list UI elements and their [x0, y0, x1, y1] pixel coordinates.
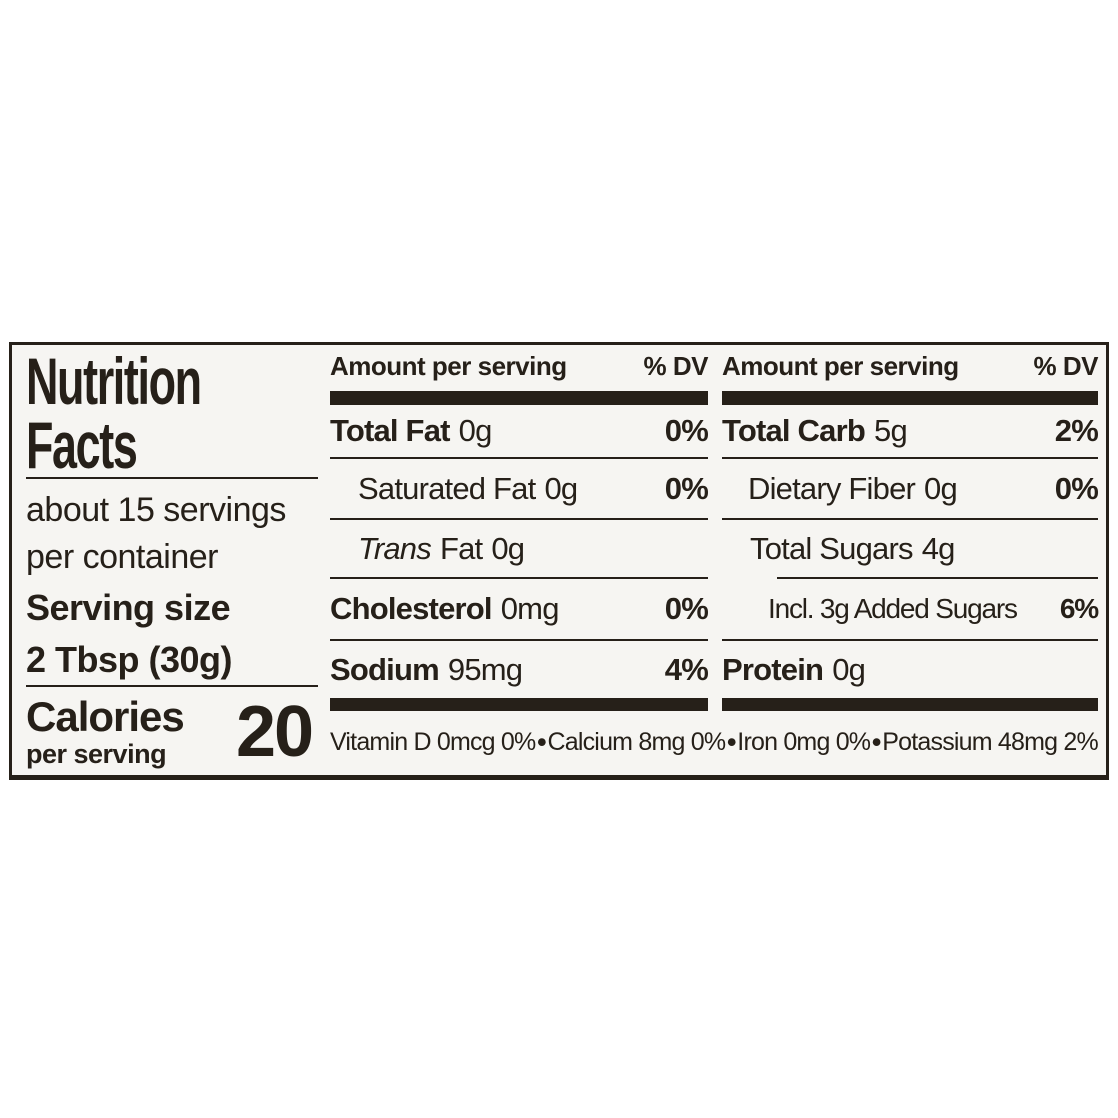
calories-heading: Calories [26, 693, 185, 740]
thick-separator-bar [330, 698, 708, 711]
row-divider [330, 577, 708, 579]
servings-per-container: about 15 servings per container [26, 487, 286, 581]
nutrient-dv: 6% [1059, 593, 1099, 624]
nutrient-amount: 95mg [447, 651, 523, 687]
calories-value: 20 [236, 692, 314, 772]
iron-value: Iron 0mg 0% [737, 728, 871, 756]
nutrient-amount: 0g [491, 530, 525, 566]
nutrient-name: Cholesterol [330, 591, 493, 626]
nutrient-name: Protein [722, 651, 824, 687]
calcium-value: Calcium 8mg 0% [547, 728, 727, 756]
nutrition-facts-label: Nutrition Facts about 15 servings per co… [9, 342, 1109, 780]
thick-separator-bar [330, 391, 708, 405]
amount-per-serving-header: Amount per serving [722, 351, 959, 381]
serving-size-value: 2 Tbsp (30g) [26, 639, 233, 680]
nutrient-row-total-fat: Total Fat 0g 0% [330, 405, 709, 457]
nutrient-row-saturated-fat: Saturated Fat 0g 0% [330, 459, 709, 518]
nutrient-amount: 0g [458, 413, 493, 448]
row-divider [722, 518, 1098, 520]
nutrient-row-dietary-fiber: Dietary Fiber 0g 0% [722, 459, 1099, 518]
right-column-header: Amount per serving % DV [722, 346, 1099, 391]
nutrient-dv: 0% [664, 470, 709, 506]
potassium-value: Potassium 48mg 2% [882, 728, 1098, 756]
thick-separator-bar [722, 698, 1098, 711]
calories-divider [26, 685, 318, 687]
nutrient-dv: 0% [1054, 470, 1099, 506]
title-line-2: Facts [26, 408, 138, 482]
nutrient-name: Total Carb [722, 413, 866, 448]
percent-dv-header: % DV [643, 351, 709, 381]
nutrient-row-added-sugars: Incl. 3g Added Sugars 6% [722, 579, 1099, 639]
nutrient-amount: 0g [924, 470, 958, 506]
label-left-column: Nutrition Facts about 15 servings per co… [26, 344, 328, 773]
nutrient-name: Total Sugars [750, 530, 914, 566]
nutrient-row-trans-fat: Trans Fat 0g [330, 520, 708, 577]
title-divider [26, 477, 318, 479]
nutrient-name: Dietary Fiber [748, 470, 916, 506]
nutrient-dv: 0% [664, 591, 709, 626]
nutrient-name: Saturated Fat [358, 470, 536, 506]
middle-column-header: Amount per serving % DV [330, 346, 709, 391]
nutrient-amount: 0g [544, 470, 578, 506]
vitamin-d-value: Vitamin D 0mcg 0% [330, 728, 536, 756]
nutrient-amount: 0g [832, 651, 866, 687]
nutrient-dv: 2% [1054, 413, 1099, 448]
nutrient-dv: 4% [664, 651, 709, 687]
nutrient-row-total-sugars: Total Sugars 4g [722, 520, 1098, 577]
bullet-separator: • [726, 727, 736, 757]
nutrient-row-sodium: Sodium 95mg 4% [330, 641, 709, 698]
amount-per-serving-header: Amount per serving [330, 351, 567, 381]
row-divider [330, 639, 708, 641]
title-line-1: Nutrition [26, 344, 202, 418]
label-right-column: Amount per serving % DV Total Carb 5g 2%… [722, 346, 1099, 774]
bullet-separator: • [537, 727, 546, 757]
row-divider [330, 518, 708, 520]
nutrient-name: Sodium [330, 651, 440, 687]
row-divider [722, 457, 1098, 459]
nutrient-amount: 0mg [500, 591, 560, 626]
nutrient-row-cholesterol: Cholesterol 0mg 0% [330, 579, 709, 639]
micronutrients-line: Vitamin D 0mcg 0% • Calcium 8mg 0% • Iro… [330, 712, 1099, 773]
nutrient-row-total-carb: Total Carb 5g 2% [722, 405, 1099, 457]
row-divider [330, 457, 708, 459]
bullet-separator: • [871, 727, 881, 757]
serving-size-label: Serving size [26, 587, 231, 628]
servings-line-1: about 15 servings [26, 491, 286, 529]
percent-dv-header: % DV [1033, 351, 1099, 381]
nutrition-facts-title: Nutrition Facts [26, 344, 202, 482]
row-divider [722, 639, 1098, 641]
servings-line-2: per container [26, 538, 218, 576]
nutrient-amount: 5g [874, 413, 908, 448]
nutrient-name: Total Fat [330, 413, 450, 448]
nutrient-name: Incl. 3g Added Sugars [768, 593, 1018, 624]
nutrient-row-protein: Protein 0g [722, 641, 1098, 698]
label-middle-column: Amount per serving % DV Total Fat 0g 0% … [330, 346, 709, 774]
nutrient-amount: 4g [921, 530, 956, 566]
nutrient-name: Fat [439, 530, 483, 566]
nutrient-dv: 0% [664, 413, 709, 448]
thick-separator-bar [722, 391, 1098, 405]
calories-subheading: per serving [26, 739, 167, 769]
nutrient-name-italic: Trans [358, 530, 432, 566]
row-divider-indented [777, 577, 1098, 579]
